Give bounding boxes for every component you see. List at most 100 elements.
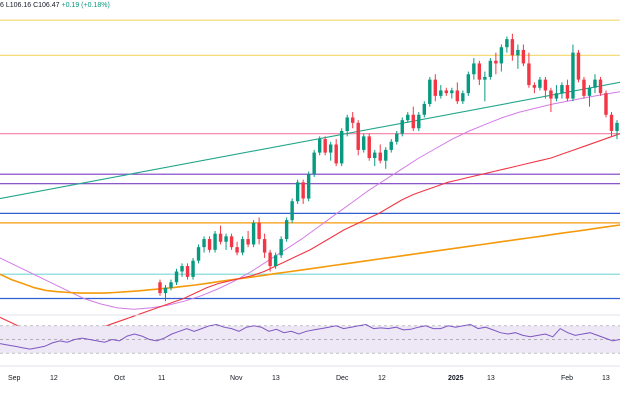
candle-body [229, 236, 234, 248]
candle-body [180, 266, 184, 272]
candle-body [477, 63, 482, 80]
candle-body [240, 239, 245, 253]
time-label: 13 [602, 375, 610, 382]
time-axis: Sep 12 Oct 11 Nov 13 Dec 12 2025 13 Feb 13 [0, 365, 620, 382]
time-label: 12 [50, 375, 58, 382]
candle-body [587, 87, 592, 96]
ohlc-values: 6 L106.16 C106.47 [0, 2, 60, 9]
candle-body [417, 114, 421, 129]
candle-body [351, 117, 355, 123]
moving-averages [0, 91, 620, 337]
candle-body [262, 239, 267, 253]
candle-body [593, 79, 597, 88]
candle-body [516, 49, 520, 56]
candle-body [565, 85, 570, 99]
candle-body [505, 39, 509, 48]
candle-body [279, 239, 283, 256]
candle-body [301, 182, 305, 199]
candle-body [235, 247, 239, 253]
candle-body [609, 114, 614, 131]
candle-body [158, 282, 162, 294]
candle-body [461, 93, 465, 102]
candle-body [317, 139, 322, 153]
time-label: 2025 [448, 375, 464, 382]
candle-body [384, 149, 388, 161]
time-label: Nov [230, 375, 243, 382]
candle-body [224, 236, 228, 242]
candle-body [543, 79, 548, 91]
rsi-line [0, 323, 620, 350]
candle-body [191, 260, 195, 277]
candle-body [483, 76, 487, 80]
candle-body [218, 233, 223, 242]
candle-body [444, 90, 449, 94]
candle-body [290, 201, 294, 221]
time-label: 13 [487, 375, 495, 382]
candle-body [356, 122, 360, 150]
candle-body [257, 222, 261, 240]
candle-body [345, 117, 349, 131]
candle-body [328, 144, 333, 153]
candle-body [428, 79, 432, 104]
candle-body [306, 174, 311, 199]
candle-body [532, 85, 537, 88]
candle-body [494, 60, 498, 64]
candle-body [411, 114, 415, 129]
candle-body [202, 239, 206, 248]
candle-body [251, 222, 256, 245]
candle-body [455, 90, 460, 102]
candle-body [367, 136, 371, 158]
candle-body [472, 63, 476, 75]
time-label: 13 [272, 375, 280, 382]
candle-body [488, 60, 493, 77]
candle-body [246, 239, 250, 245]
candle-body [560, 85, 564, 94]
candle-body [615, 122, 619, 131]
candle-body [510, 39, 515, 56]
candle-body [521, 49, 526, 64]
candle-body [400, 120, 404, 134]
ema-orange-line [0, 224, 620, 294]
candle-body [295, 182, 300, 202]
candle-body [499, 47, 504, 64]
candle-body [185, 266, 190, 277]
candles [158, 33, 619, 302]
candle-body [433, 79, 438, 96]
candle-body [571, 52, 575, 99]
candle-body [538, 79, 542, 88]
candle-body [312, 152, 316, 175]
candle-body [439, 90, 443, 96]
candle-body [406, 114, 410, 121]
candle-body [334, 144, 338, 164]
candle-body [598, 79, 603, 94]
candle-body [466, 74, 471, 94]
price-change: +0.19 (+0.18%) [61, 2, 110, 9]
candle-body [163, 287, 168, 294]
candle-body [554, 93, 559, 99]
candle-body [273, 255, 278, 267]
candle-body [339, 130, 344, 164]
candle-body [213, 233, 217, 250]
candle-body [422, 103, 426, 115]
time-label: Feb [561, 375, 573, 382]
candle-body [373, 152, 377, 158]
time-label: Oct [114, 375, 125, 382]
time-label: 11 [158, 375, 165, 382]
rsi-pane [0, 314, 620, 354]
candle-body [323, 139, 327, 153]
candle-body [207, 239, 212, 250]
ma-pink-line [0, 91, 620, 310]
candle-body [450, 90, 454, 94]
time-label: 12 [378, 375, 386, 382]
trendline-segment [0, 81, 620, 200]
candle-body [389, 141, 393, 150]
candle-body [582, 79, 586, 96]
candle-body [284, 220, 289, 240]
ema-red-line [0, 133, 620, 337]
horizontal-levels[interactable] [0, 19, 620, 300]
trendline[interactable] [0, 81, 620, 200]
candle-body [378, 152, 382, 161]
time-label: Sep [8, 375, 21, 382]
ohlc-readout: 6 L106.16 C106.47 +0.19 (+0.18%) [0, 2, 110, 9]
